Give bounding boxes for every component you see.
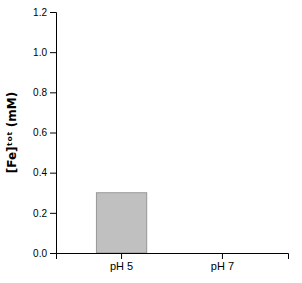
- x-tick-mark: [121, 253, 122, 259]
- y-tick-mark: [50, 52, 56, 53]
- x-axis-line: [57, 254, 289, 260]
- y-tick-mark: [50, 253, 56, 254]
- x-tick: pH 5: [110, 253, 133, 272]
- y-tick-label: 0.6: [33, 127, 47, 138]
- y-tick: 0.8: [33, 87, 56, 98]
- y-axis-line: [50, 13, 57, 254]
- y-tick-label: 0.8: [33, 87, 47, 98]
- plot: pH 5 pH 7 0.0 0.2 0.4 0.6 0.8 1.0 1.2: [33, 7, 288, 272]
- bar: [96, 193, 146, 253]
- y-tick-mark: [50, 12, 56, 13]
- y-tick-mark: [50, 173, 56, 174]
- bars: [96, 193, 146, 253]
- y-tick-mark: [50, 133, 56, 134]
- y-tick-label: 0.2: [33, 208, 47, 219]
- y-tick: 0.2: [33, 208, 56, 219]
- y-tick-label: 0.4: [33, 167, 47, 178]
- x-tick-label: pH 7: [211, 260, 234, 272]
- y-tick: 0.0: [33, 248, 56, 259]
- y-axis-title: [Fe]ᵗᵒᵗ (mM): [5, 92, 19, 174]
- x-tick: pH 7: [211, 253, 234, 272]
- y-tick-label: 0.0: [33, 248, 47, 259]
- y-tick-label: 1.0: [33, 47, 47, 58]
- bar: [197, 253, 247, 254]
- x-tick-label: pH 5: [110, 260, 133, 272]
- y-tick: 0.4: [33, 167, 56, 178]
- x-axis: pH 5 pH 7: [57, 253, 289, 272]
- y-tick: 1.2: [33, 7, 56, 18]
- x-tick-mark: [222, 253, 223, 259]
- y-axis: 0.0 0.2 0.4 0.6 0.8 1.0 1.2: [33, 7, 56, 259]
- y-tick: 0.6: [33, 127, 56, 138]
- y-tick: 1.0: [33, 47, 56, 58]
- chart: pH 5 pH 7 0.0 0.2 0.4 0.6 0.8 1.0 1.2 [Fe]ᵗᵒᵗ (mM…: [0, 0, 302, 283]
- y-tick-mark: [50, 213, 56, 214]
- y-tick-label: 1.2: [33, 7, 47, 18]
- y-tick-mark: [50, 92, 56, 93]
